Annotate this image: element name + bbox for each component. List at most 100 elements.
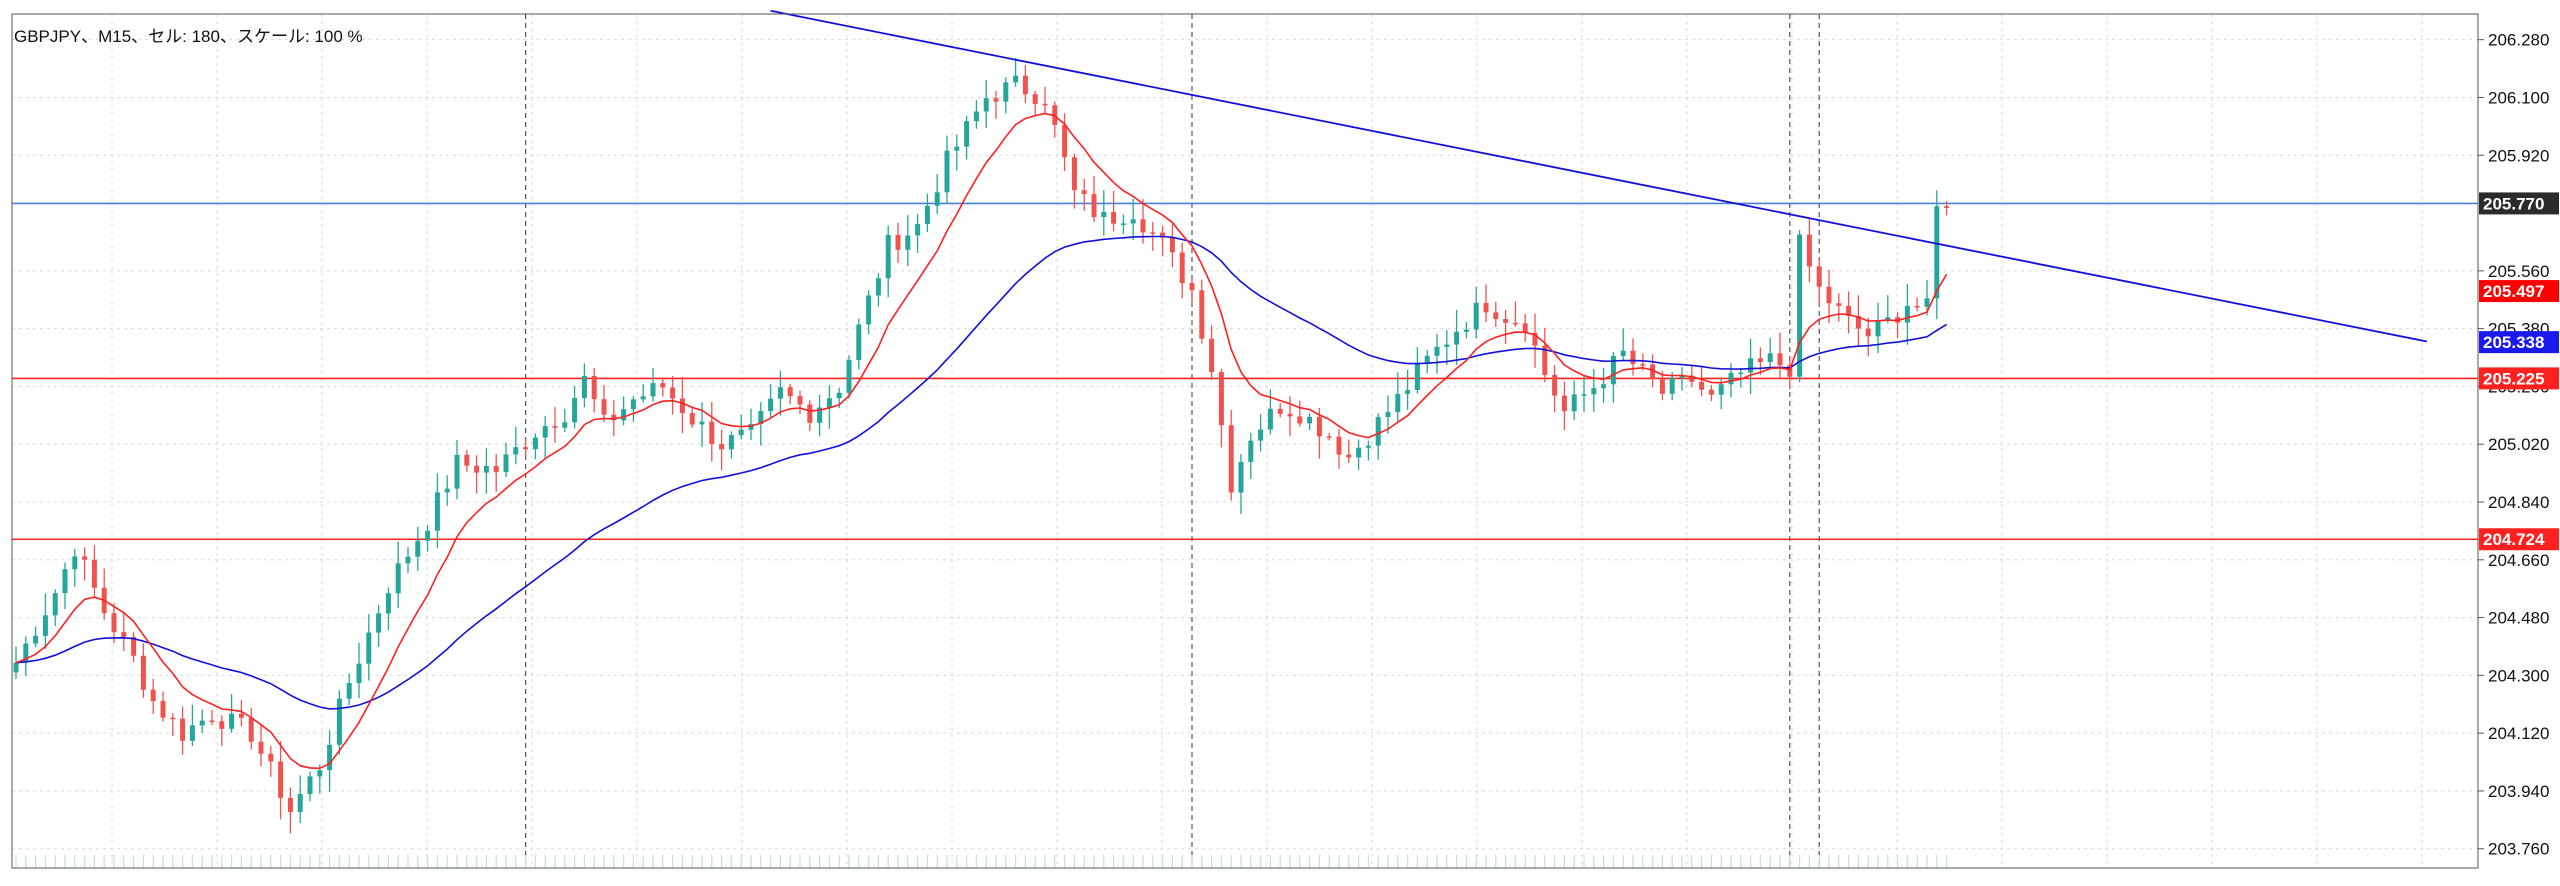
- candle-body: [1483, 302, 1489, 313]
- candle-body: [1307, 416, 1313, 424]
- candle-body: [630, 399, 636, 410]
- candle-body: [1591, 388, 1597, 395]
- level-price-label-box: [2479, 367, 2559, 390]
- candle-body: [52, 593, 58, 616]
- candle-body: [758, 411, 764, 425]
- candle-body: [1806, 234, 1812, 267]
- candle-body: [1287, 413, 1293, 417]
- candle-body: [1650, 364, 1656, 380]
- candle-body: [640, 396, 646, 400]
- candle-body: [1356, 447, 1362, 458]
- candle-body: [287, 797, 293, 813]
- candle-body: [826, 398, 832, 408]
- candle-body: [1846, 305, 1852, 316]
- axis-tick-label: 206.100: [2488, 88, 2549, 107]
- ma-price-label-box: [2479, 331, 2559, 354]
- candle-body: [1493, 312, 1499, 320]
- candle-body: [621, 409, 627, 421]
- candle-body: [1267, 408, 1273, 430]
- candle-body: [1297, 416, 1303, 424]
- trendline[interactable]: [770, 9, 2427, 343]
- candle-body: [1454, 331, 1460, 345]
- horizontal-levels[interactable]: [12, 202, 2478, 541]
- candle-body: [1160, 232, 1166, 238]
- candle-body: [875, 278, 881, 296]
- candle-body: [699, 421, 705, 425]
- price-axis: 206.280206.100205.920205.560205.380205.2…: [2478, 31, 2549, 859]
- candle-body: [650, 383, 656, 397]
- candle-body: [346, 683, 352, 699]
- candle-body: [689, 413, 695, 425]
- candle-body: [1934, 206, 1940, 299]
- candle-body: [1228, 425, 1234, 493]
- candle-body: [1316, 416, 1322, 437]
- candle-body: [905, 235, 911, 250]
- level-price-label: 205.225: [2483, 369, 2544, 388]
- candle-body: [1336, 436, 1342, 455]
- candlesticks: [13, 57, 1950, 834]
- candle-body: [42, 615, 48, 636]
- candle-body: [1797, 234, 1803, 377]
- candle-body: [1522, 323, 1528, 333]
- axis-tick-label: 204.300: [2488, 666, 2549, 685]
- candle-body: [1189, 283, 1195, 291]
- candle-body: [856, 324, 862, 360]
- candle-body: [1248, 440, 1254, 462]
- candle-body: [13, 662, 19, 673]
- candle-body: [1532, 332, 1538, 346]
- candle-body: [1395, 393, 1401, 413]
- candle-body: [1365, 445, 1371, 448]
- candle-body: [954, 146, 960, 151]
- candle-body: [336, 698, 342, 745]
- candle-body: [1787, 365, 1793, 377]
- candle-body: [1767, 353, 1773, 362]
- candle-body: [474, 465, 480, 473]
- candle-body: [376, 613, 382, 633]
- candle-body: [1552, 374, 1558, 396]
- candle-body: [1405, 390, 1411, 394]
- level-price-label: 205.770: [2483, 194, 2544, 213]
- candle-body: [1718, 384, 1724, 395]
- candle-body: [170, 717, 176, 720]
- candle-body: [1414, 363, 1420, 391]
- candle-body: [1140, 219, 1146, 233]
- candle-body: [728, 435, 734, 450]
- candle-body: [964, 121, 970, 147]
- vertical-separators: [524, 14, 1820, 868]
- ma-price-label: 205.497: [2483, 282, 2544, 301]
- candle-body: [62, 569, 68, 594]
- candle-body: [719, 443, 725, 450]
- candle-body: [121, 632, 127, 637]
- candle-body: [111, 613, 117, 633]
- candle-body: [140, 655, 146, 690]
- candle-body: [1130, 219, 1136, 224]
- candle-body: [1424, 355, 1430, 364]
- candle-body: [444, 488, 450, 493]
- candle-body: [866, 295, 872, 325]
- candle-body: [709, 421, 715, 444]
- candle-body: [552, 426, 558, 428]
- candle-body: [1003, 82, 1009, 102]
- candle-body: [1757, 358, 1763, 362]
- candle-body: [1748, 358, 1754, 373]
- ma-fast-line: [15, 112, 1948, 770]
- candle-body: [1463, 329, 1469, 332]
- candle-body: [660, 383, 666, 388]
- candle-body: [1620, 350, 1626, 357]
- candle-body: [1699, 381, 1705, 390]
- candle-body: [983, 98, 989, 112]
- candle-body: [738, 429, 744, 436]
- candle-body: [150, 689, 156, 702]
- candle-body: [679, 398, 685, 414]
- candle-body: [1914, 305, 1920, 308]
- candle-body: [238, 713, 244, 718]
- candle-body: [366, 632, 372, 664]
- plot-border: [11, 13, 2479, 869]
- candle-body: [1150, 232, 1156, 234]
- candle-body: [1375, 417, 1381, 446]
- candle-body: [1689, 375, 1695, 382]
- candle-body: [934, 192, 940, 206]
- candle-body: [72, 556, 78, 570]
